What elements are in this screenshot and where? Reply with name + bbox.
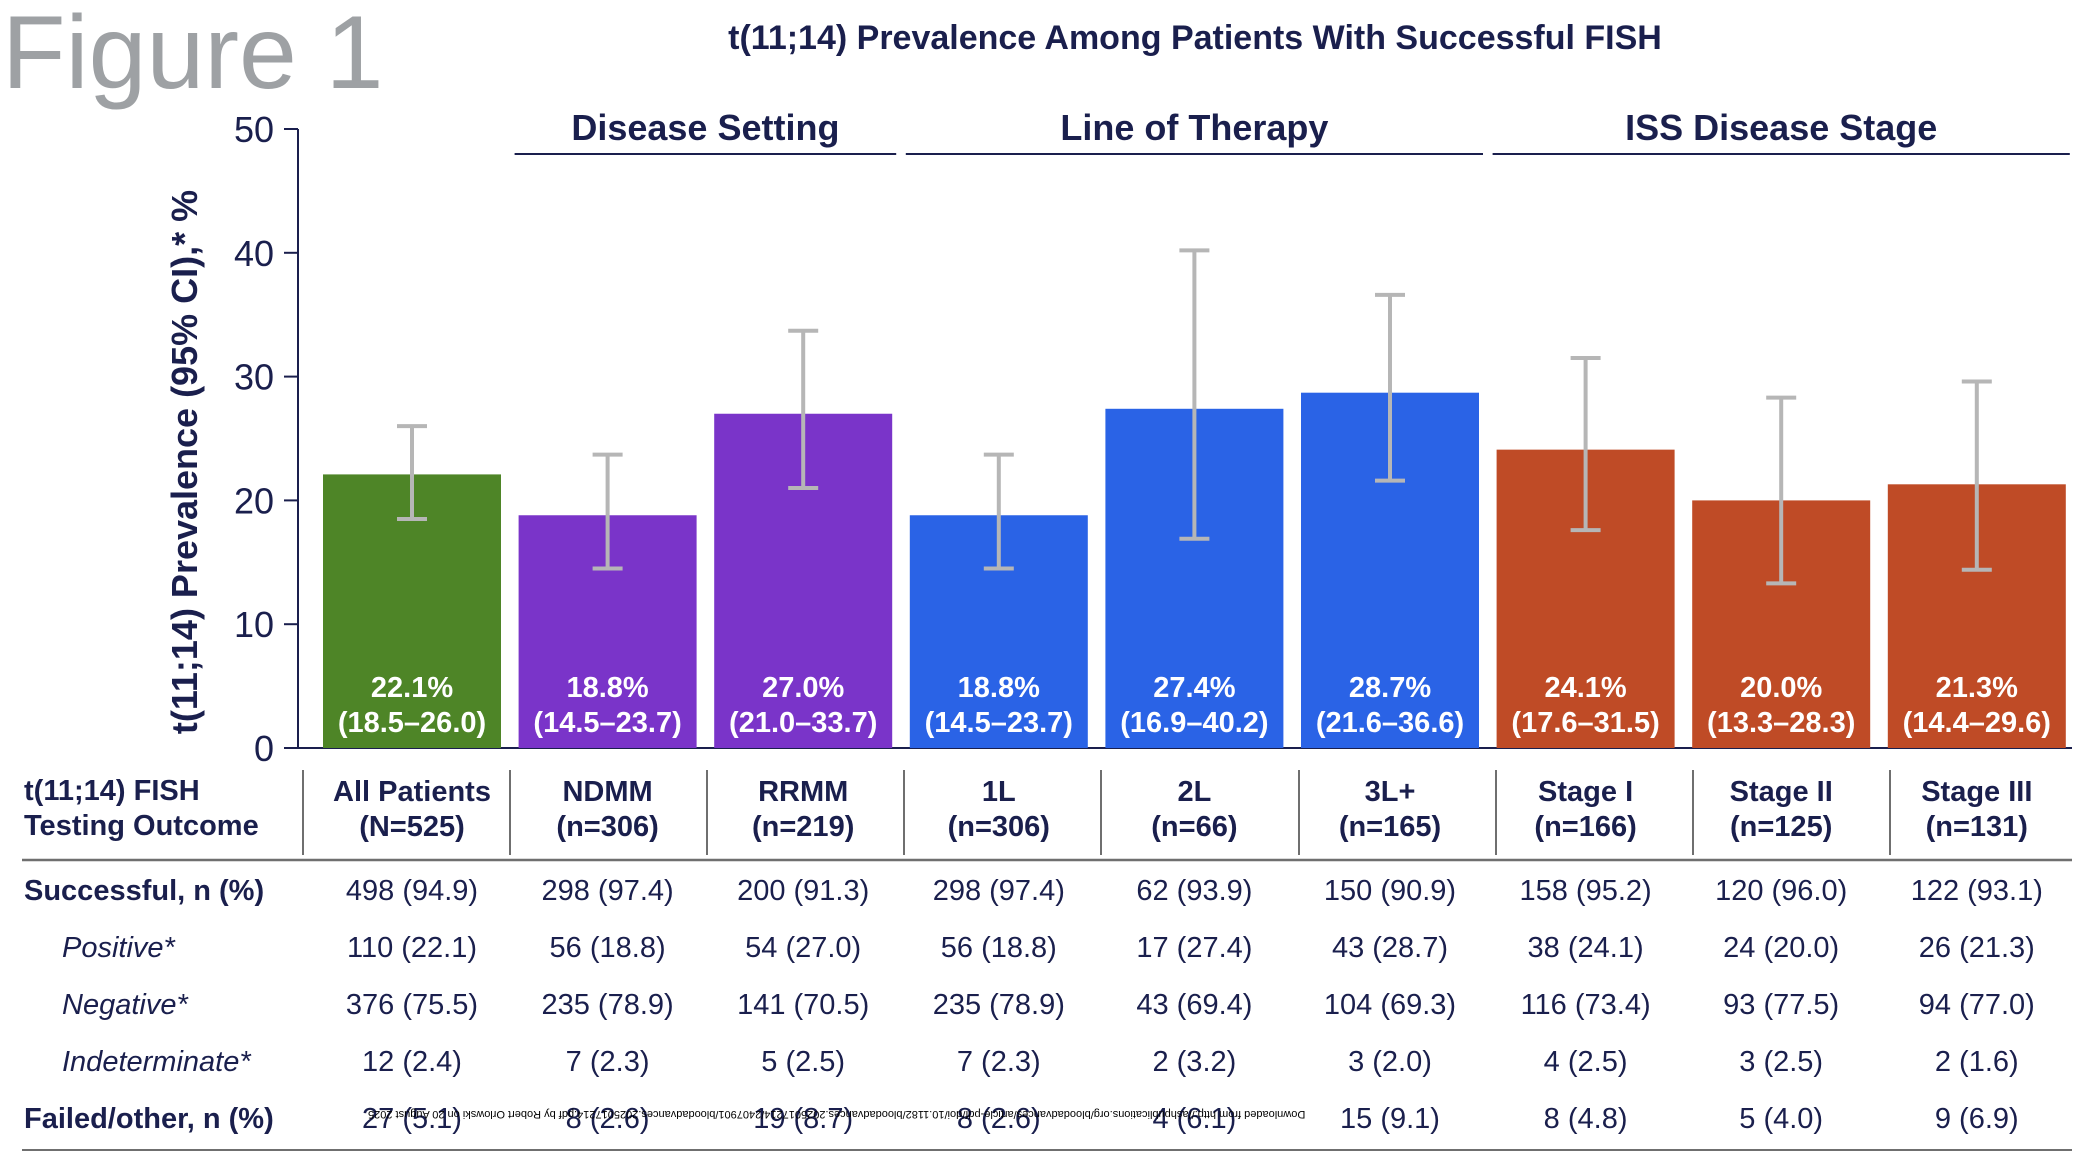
bar-ci-label: (18.5–26.0): [338, 707, 486, 739]
bar-value-label: 28.7%: [1349, 672, 1431, 704]
download-watermark: Downloaded from http://ashpublications.o…: [368, 1108, 1306, 1120]
y-tick-label: 0: [254, 728, 274, 769]
y-tick-label: 30: [234, 357, 274, 398]
y-tick-label: 10: [234, 604, 274, 645]
bar-value-label: 18.8%: [958, 672, 1040, 704]
bar-ci-label: (16.9–40.2): [1120, 707, 1268, 739]
bar-value-label: 27.4%: [1153, 672, 1235, 704]
bar-value-label: 22.1%: [371, 672, 453, 704]
group-header-label: Line of Therapy: [1060, 107, 1328, 148]
y-tick-label: 50: [234, 109, 274, 150]
table-gridlines: [22, 770, 2072, 1151]
bar-value-label: 20.0%: [1740, 672, 1822, 704]
error-bars: [397, 248, 1992, 586]
y-tick-label: 20: [234, 480, 274, 521]
bar-labels: 22.1%(18.5–26.0)18.8%(14.5–23.7)27.0%(21…: [338, 672, 2051, 739]
y-axis-label: t(11;14) Prevalence (95% CI),* %: [164, 190, 205, 734]
bar-ci-label: (13.3–28.3): [1707, 707, 1855, 739]
bar-value-label: 21.3%: [1936, 672, 2018, 704]
bar-value-label: 27.0%: [762, 672, 844, 704]
bar-ci-label: (21.0–33.7): [729, 707, 877, 739]
y-tick-label: 40: [234, 233, 274, 274]
chart-title: t(11;14) Prevalence Among Patients With …: [728, 19, 1662, 57]
bar-value-label: 18.8%: [566, 672, 648, 704]
bar-value-label: 24.1%: [1544, 672, 1626, 704]
bar-ci-label: (17.6–31.5): [1511, 707, 1659, 739]
figure-label: Figure 1: [2, 0, 384, 111]
bar-ci-label: (14.5–23.7): [533, 707, 681, 739]
bar-ci-label: (14.5–23.7): [925, 707, 1073, 739]
bar-ci-label: (21.6–36.6): [1316, 707, 1464, 739]
group-header-label: ISS Disease Stage: [1625, 107, 1937, 148]
bar-ci-label: (14.4–29.6): [1903, 707, 2051, 739]
group-headers: Disease Setting Line of Therapy ISS Diseas…: [514, 107, 2070, 155]
group-header-label: Disease Setting: [571, 107, 839, 148]
